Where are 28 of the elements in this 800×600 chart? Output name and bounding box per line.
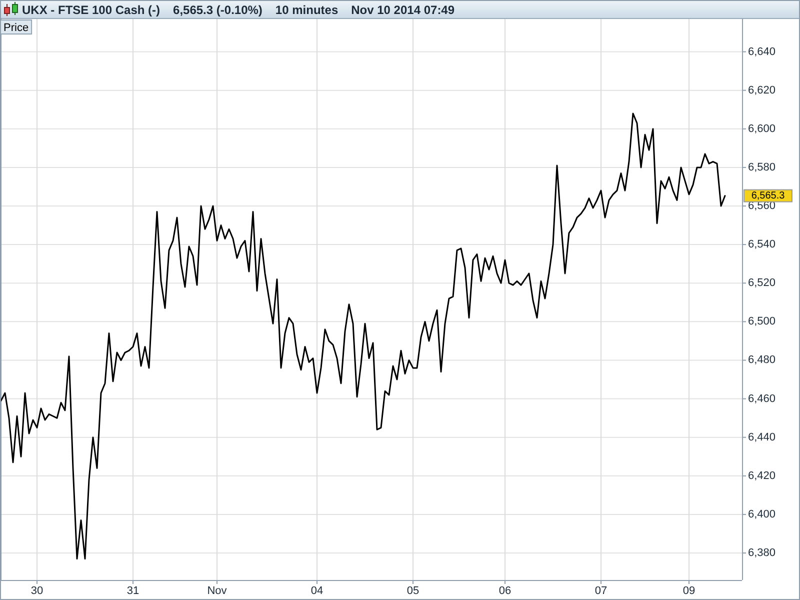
y-tick-label: 6,640 — [748, 46, 776, 58]
x-tick-label: 30 — [30, 585, 44, 597]
x-tick-label: 05 — [406, 585, 420, 597]
y-tick-label: 6,400 — [748, 508, 776, 520]
y-tick-label: 6,540 — [748, 238, 776, 251]
y-tick-label: 6,420 — [748, 470, 776, 482]
x-tick-label: 31 — [126, 585, 140, 597]
x-tick-label: 07 — [594, 585, 608, 597]
x-tick-label: 09 — [682, 585, 696, 597]
y-tick-label: 6,460 — [748, 392, 776, 405]
y-tick-label: 6,440 — [748, 431, 776, 444]
line-series — [0, 112, 726, 560]
text: Price — [4, 22, 29, 34]
y-tick-label: 6,500 — [748, 316, 776, 328]
y-tick-label: 6,580 — [748, 161, 776, 174]
chart-subtitle: 6,565.3 (-0.10%) — [173, 3, 262, 17]
text: 6,565.3 — [751, 190, 786, 202]
x-tick-label: 04 — [310, 585, 324, 597]
y-tick-label: 6,620 — [748, 84, 776, 96]
x-tick-label: 06 — [498, 585, 512, 597]
text: Nov 10 2014 07:49 — [351, 3, 455, 17]
x-tick-label: Nov — [207, 585, 228, 597]
y-tick-label: 6,600 — [748, 122, 776, 135]
y-tick-label: 6,520 — [748, 277, 776, 290]
text: 10 minutes — [275, 3, 338, 17]
chart-title: UKX - FTSE 100 Cash (-) — [22, 3, 160, 17]
y-tick-label: 6,380 — [748, 547, 776, 560]
y-tick-label: 6,480 — [748, 354, 776, 366]
